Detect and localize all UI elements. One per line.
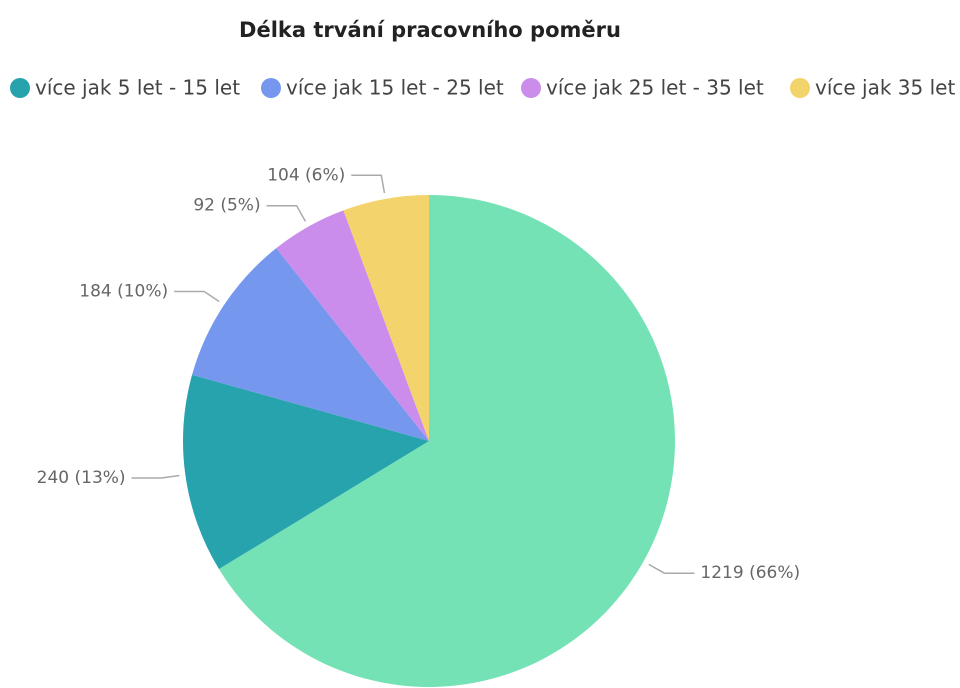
legend-label: více jak 5 let - 15 let <box>35 76 240 100</box>
legend-swatch <box>521 78 541 98</box>
legend-swatch <box>261 78 281 98</box>
data-label: 104 (6%) <box>267 165 345 185</box>
legend-label: více jak 15 let - 25 let <box>286 76 504 100</box>
legend-swatch <box>790 78 810 98</box>
data-label: 184 (10%) <box>79 281 168 301</box>
leader-line <box>351 174 386 194</box>
pie-slice <box>183 374 429 570</box>
data-label: 92 (5%) <box>193 196 260 216</box>
legend-label: více jak 25 let - 35 let <box>546 76 764 100</box>
leader-line <box>266 204 307 222</box>
pie-slice <box>218 195 675 687</box>
chart-title: Délka trvání pracovního poměru <box>239 18 621 42</box>
data-label: 1219 (66%) <box>700 563 800 583</box>
data-label: 240 (13%) <box>37 468 126 488</box>
legend-swatch <box>10 78 30 98</box>
pie-slice <box>192 248 429 441</box>
pie-slice <box>343 195 429 441</box>
leader-line <box>174 290 220 303</box>
leader-line <box>131 474 180 479</box>
leader-line <box>648 563 695 574</box>
legend-label: více jak 35 let <box>815 76 955 100</box>
pie-slice <box>276 210 429 441</box>
